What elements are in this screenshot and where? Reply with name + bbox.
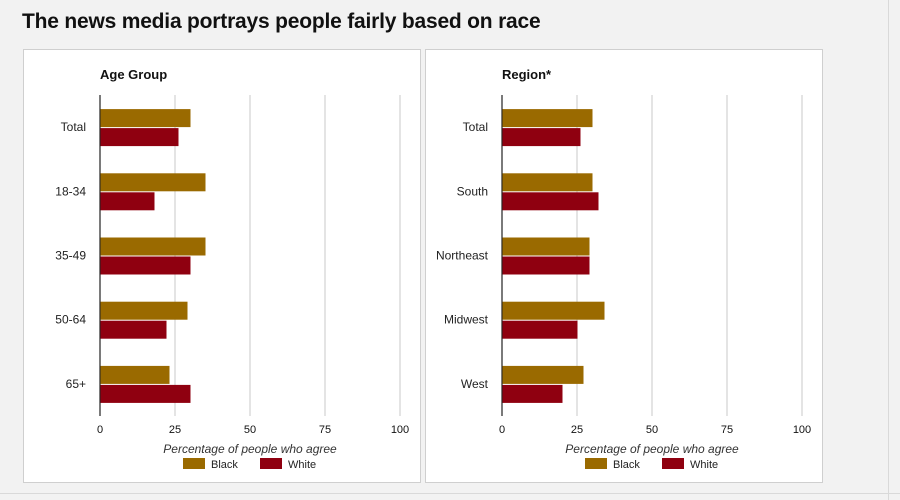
bar-black-south: [502, 173, 593, 192]
bar-white-total: [100, 128, 179, 147]
category-label-total: Total: [463, 120, 488, 134]
category-label-65: 65+: [66, 377, 86, 391]
x-tick-label-50: 50: [646, 424, 658, 436]
bar-black-west: [502, 365, 584, 384]
age-group-chart: Age Group 0 25 50 75 100 Total 18-34 35-49 50-64 6…: [55, 67, 409, 471]
category-label-west: West: [461, 377, 489, 391]
legend-label-white: White: [288, 459, 316, 471]
page-divider-horizontal: [0, 493, 900, 494]
bar-black-northeast: [502, 237, 590, 256]
x-axis-label: Percentage of people who agree: [163, 442, 337, 456]
category-label-50-64: 50-64: [55, 313, 86, 327]
bar-black-50-64: [100, 301, 188, 320]
legend-label-black: Black: [211, 459, 238, 471]
x-tick-label-25: 25: [571, 424, 583, 436]
category-label-35-49: 35-49: [55, 249, 86, 263]
bar-white-northeast: [502, 256, 590, 275]
legend-label-black: Black: [613, 459, 640, 471]
region-chart: Region* 0 25 50 75 100 Total South Northeast Midw…: [436, 67, 811, 471]
bar-white-65: [100, 384, 191, 403]
x-tick-label-50: 50: [244, 424, 256, 436]
bar-white-total: [502, 128, 581, 147]
legend-swatch-black: [585, 458, 607, 469]
panel-title: Region*: [502, 67, 552, 82]
category-label-18-34: 18-34: [55, 184, 86, 198]
bar-black-35-49: [100, 237, 206, 256]
bar-white-18-34: [100, 192, 155, 211]
x-tick-label-25: 25: [169, 424, 181, 436]
bar-black-total: [502, 109, 593, 128]
x-axis-label: Percentage of people who agree: [565, 442, 739, 456]
bar-black-midwest: [502, 301, 605, 320]
bar-white-50-64: [100, 320, 167, 339]
bar-black-65: [100, 365, 170, 384]
x-tick-label-75: 75: [721, 424, 733, 436]
legend-swatch-black: [183, 458, 205, 469]
bar-black-18-34: [100, 173, 206, 192]
category-label-south: South: [457, 184, 488, 198]
x-tick-label-100: 100: [391, 424, 409, 436]
bar-white-west: [502, 384, 563, 403]
region-panel: Region* 0 25 50 75 100 Total South Northeast Midw…: [425, 49, 823, 483]
legend-label-white: White: [690, 459, 718, 471]
category-label-northeast: Northeast: [436, 249, 489, 263]
x-tick-label-0: 0: [499, 424, 505, 436]
x-tick-label-0: 0: [97, 424, 103, 436]
category-label-midwest: Midwest: [444, 313, 489, 327]
bar-white-midwest: [502, 320, 578, 339]
category-label-total: Total: [61, 120, 86, 134]
legend-swatch-white: [260, 458, 282, 469]
x-tick-label-75: 75: [319, 424, 331, 436]
age-group-panel: Age Group 0 25 50 75 100 Total 18-34 35-49 50-64 6…: [23, 49, 421, 483]
x-tick-label-100: 100: [793, 424, 811, 436]
panel-title: Age Group: [100, 67, 167, 82]
page-divider-vertical: [888, 0, 889, 500]
bar-white-35-49: [100, 256, 191, 275]
bar-white-south: [502, 192, 599, 211]
legend-swatch-white: [662, 458, 684, 469]
page-title: The news media portrays people fairly ba…: [22, 10, 541, 33]
bar-black-total: [100, 109, 191, 128]
